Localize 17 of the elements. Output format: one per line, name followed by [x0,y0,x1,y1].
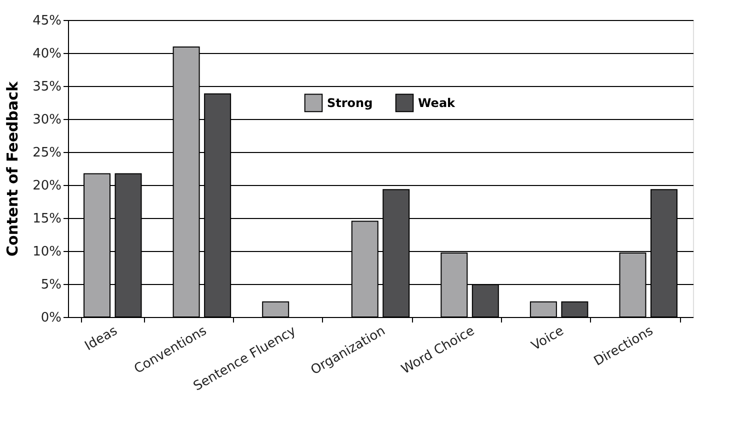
y-tick-label: 0% [40,310,62,326]
bar [262,301,290,318]
y-tick-label: 15% [32,212,62,226]
y-tick-label: 5% [40,278,62,292]
x-tick-label: Voice [529,324,567,354]
y-axis-title: Content of Feedback [4,80,22,256]
y-tick-label: 10% [32,244,62,260]
y-tick-label: 20% [32,178,62,194]
y-tick-label: 30% [32,112,62,128]
bar [530,301,557,318]
y-tick-label: 25% [32,146,62,160]
y-tick-label: 35% [32,80,62,94]
y-tick-label: 40% [32,46,62,62]
legend-label: Strong [327,96,373,110]
bar [561,301,588,318]
legend-label: Weak [418,96,456,110]
y-tick-label: 45% [32,14,62,28]
